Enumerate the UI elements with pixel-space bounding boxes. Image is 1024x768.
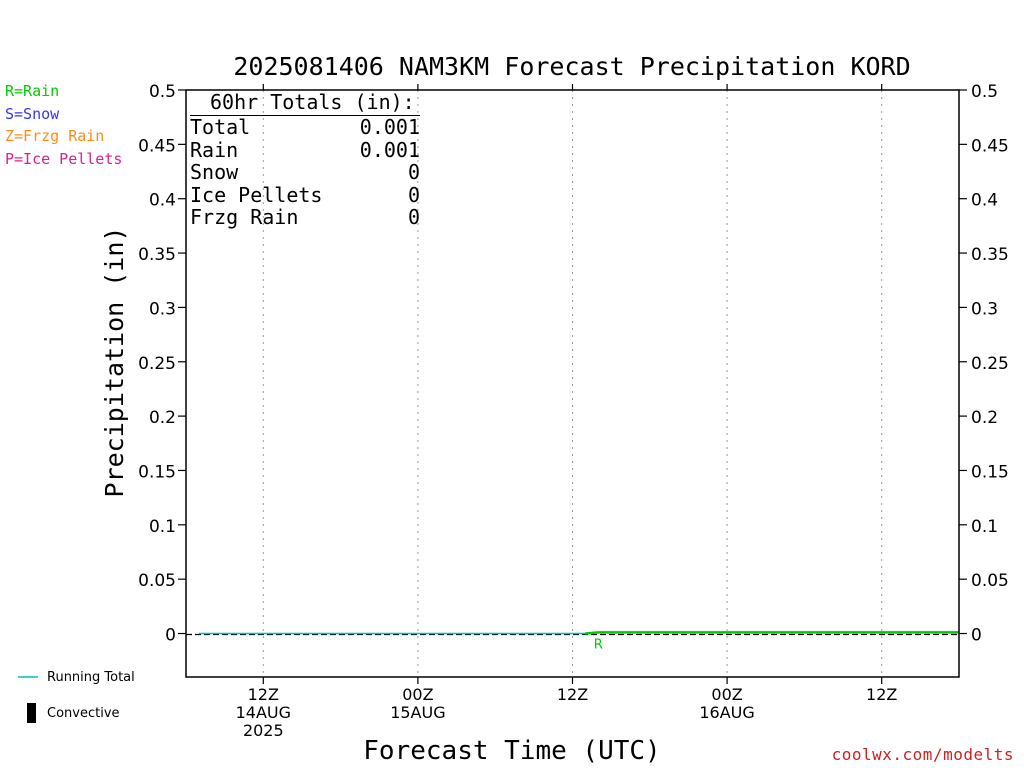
data-series: R — [186, 631, 959, 653]
chart-title: 2025081406 NAM3KM Forecast Precipitation… — [233, 52, 910, 81]
x-tick-label: 12Z — [248, 685, 279, 704]
y-tick-label-right: 0.1 — [971, 517, 998, 537]
y-tick-label-left: 0.05 — [138, 571, 176, 591]
convective-swatch — [27, 703, 36, 723]
totals-value: 0 — [407, 160, 420, 184]
y-tick-label-left: 0.3 — [149, 299, 176, 319]
x-tick-label: 14AUG — [236, 703, 291, 722]
series-rain — [585, 631, 959, 635]
totals-row-rain: Rain 0.001 — [190, 137, 420, 162]
x-tick-label: 2025 — [243, 721, 284, 740]
legend-rain: R=Rain — [5, 82, 60, 100]
totals-row-total: Total 0.001 — [190, 116, 420, 139]
plot-frame — [185, 89, 960, 678]
y-tick-label-right: 0.25 — [971, 354, 1009, 374]
precip-type-legend: R=Rain S=Snow Z=Frzg Rain P=Ice Pellets — [5, 80, 122, 170]
y-tick-label-left: 0 — [165, 626, 176, 646]
totals-value: 0 — [407, 182, 420, 207]
y-tick-label-left: 0.35 — [138, 245, 176, 265]
y-tick-label-right: 0 — [971, 626, 982, 646]
y-tick-label-left: 0.2 — [149, 408, 176, 428]
totals-row-ice-pellets: Ice Pellets 0 — [190, 182, 420, 207]
y-tick-label-left: 0.25 — [138, 354, 176, 374]
totals-value: 0.001 — [359, 137, 420, 162]
x-tick-label: 15AUG — [390, 703, 445, 722]
totals-label: Snow — [190, 160, 239, 184]
y-tick-label-right: 0.45 — [971, 136, 1009, 156]
x-tick-label: 16AUG — [699, 703, 754, 722]
y-tick-label-right: 0.15 — [971, 462, 1009, 482]
x-tick-label: 00Z — [711, 685, 742, 704]
x-tick-label: 00Z — [402, 685, 433, 704]
y-tick-label-left: 0.1 — [149, 517, 176, 537]
x-axis-label: Forecast Time (UTC) — [363, 736, 660, 766]
precip-type-marker: R — [594, 638, 603, 653]
totals-label: Frzg Rain — [190, 205, 299, 229]
y-tick-label-left: 0.5 — [149, 82, 176, 102]
convective-legend-label: Convective — [47, 706, 120, 721]
y-axis-label: Precipitation (in) — [100, 227, 129, 498]
x-tick-label: 12Z — [866, 685, 897, 704]
legend-snow: S=Snow — [5, 104, 60, 123]
running-total-legend-label: Running Total — [47, 670, 135, 685]
x-tick-label: 12Z — [557, 685, 588, 704]
y-tick-label-right: 0.35 — [971, 245, 1009, 265]
totals-value: 0.001 — [359, 115, 420, 139]
y-tick-label-left: 0.45 — [138, 136, 176, 156]
totals-label: Total — [190, 115, 251, 139]
totals-label: Rain — [190, 137, 239, 162]
y-tick-label-left: 0.15 — [138, 462, 176, 482]
y-tick-label-right: 0.3 — [971, 299, 998, 319]
y-tick-label-right: 0.2 — [971, 408, 998, 428]
totals-value: 0 — [407, 205, 420, 229]
legend-frzg-rain: Z=Frzg Rain — [5, 127, 105, 145]
y-tick-label-right: 0.05 — [971, 571, 1009, 591]
legend-ice-pellets: P=Ice Pellets — [5, 149, 123, 168]
axis-ticks: 0 00.05 0.050.1 0.10.15 0.150.2 0.20.25 0.250.… — [138, 82, 1009, 740]
totals-label: Ice Pellets — [190, 182, 323, 207]
y-tick-label-left: 0.4 — [149, 191, 176, 211]
totals-row-frzg-rain: Frzg Rain 0 — [190, 206, 420, 229]
totals-row-snow: Snow 0 — [190, 161, 420, 184]
totals-title: 60hr Totals (in): — [210, 90, 415, 114]
totals-table: 60hr Totals (in): Total 0.001 Rain 0.001 S… — [190, 91, 420, 229]
source-credit[interactable]: coolwx.com/modelts — [831, 745, 1014, 764]
y-tick-label-right: 0.4 — [971, 191, 998, 211]
y-tick-label-right: 0.5 — [971, 82, 998, 102]
